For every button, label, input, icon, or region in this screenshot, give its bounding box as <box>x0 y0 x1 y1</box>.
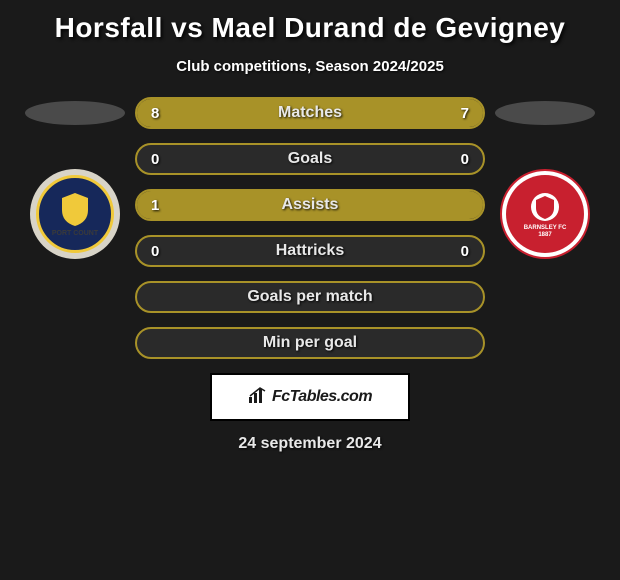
chart-icon <box>248 386 268 409</box>
stat-pill: Goals per match <box>135 281 485 313</box>
right-club-badge: BARNSLEY FC 1887 <box>500 169 590 259</box>
stat-fill-right <box>320 99 483 127</box>
stat-label: Hattricks <box>276 242 344 260</box>
left-player-oval <box>25 101 125 125</box>
stat-value-right: 0 <box>461 243 469 260</box>
comparison-card: Horsfall vs Mael Durand de Gevigney Club… <box>0 0 620 461</box>
right-club-label: BARNSLEY FC <box>524 225 567 232</box>
stat-label: Min per goal <box>263 334 357 352</box>
stat-value-left: 1 <box>151 197 159 214</box>
stat-pill: Min per goal <box>135 327 485 359</box>
right-player-column: BARNSLEY FC 1887 <box>485 97 605 259</box>
stat-label: Matches <box>278 104 342 122</box>
stat-value-right: 7 <box>461 105 469 122</box>
crest-icon <box>528 190 562 224</box>
stat-label: Goals per match <box>247 288 372 306</box>
stat-value-left: 0 <box>151 151 159 168</box>
stats-column: 8 7 Matches 0 0 Goals 1 Assists 0 0 Hattricks Goals… <box>135 97 485 359</box>
stat-pill: 0 0 Goals <box>135 143 485 175</box>
shield-icon <box>56 190 94 228</box>
stat-pill: 8 7 Matches <box>135 97 485 129</box>
stat-value-left: 8 <box>151 105 159 122</box>
stat-value-right: 0 <box>461 151 469 168</box>
brand-tag[interactable]: FcTables.com <box>210 373 410 421</box>
left-club-badge-inner: PORT COUNT <box>36 175 114 253</box>
left-club-label: PORT COUNT <box>52 230 98 238</box>
stat-label: Goals <box>288 150 332 168</box>
subtitle: Club competitions, Season 2024/2025 <box>176 58 444 75</box>
stat-pill: 0 0 Hattricks <box>135 235 485 267</box>
stat-pill: 1 Assists <box>135 189 485 221</box>
page-title: Horsfall vs Mael Durand de Gevigney <box>55 12 566 44</box>
left-club-badge: PORT COUNT <box>30 169 120 259</box>
right-club-year: 1887 <box>538 232 551 239</box>
stat-value-left: 0 <box>151 243 159 260</box>
stat-label: Assists <box>282 196 339 214</box>
date-line: 24 september 2024 <box>238 435 381 453</box>
left-player-column: PORT COUNT <box>15 97 135 259</box>
main-area: PORT COUNT 8 7 Matches 0 0 Goals 1 Assists 0 0 Hat… <box>0 97 620 359</box>
right-player-oval <box>495 101 595 125</box>
brand-text: FcTables.com <box>272 388 372 406</box>
right-club-badge-inner: BARNSLEY FC 1887 <box>506 175 584 253</box>
